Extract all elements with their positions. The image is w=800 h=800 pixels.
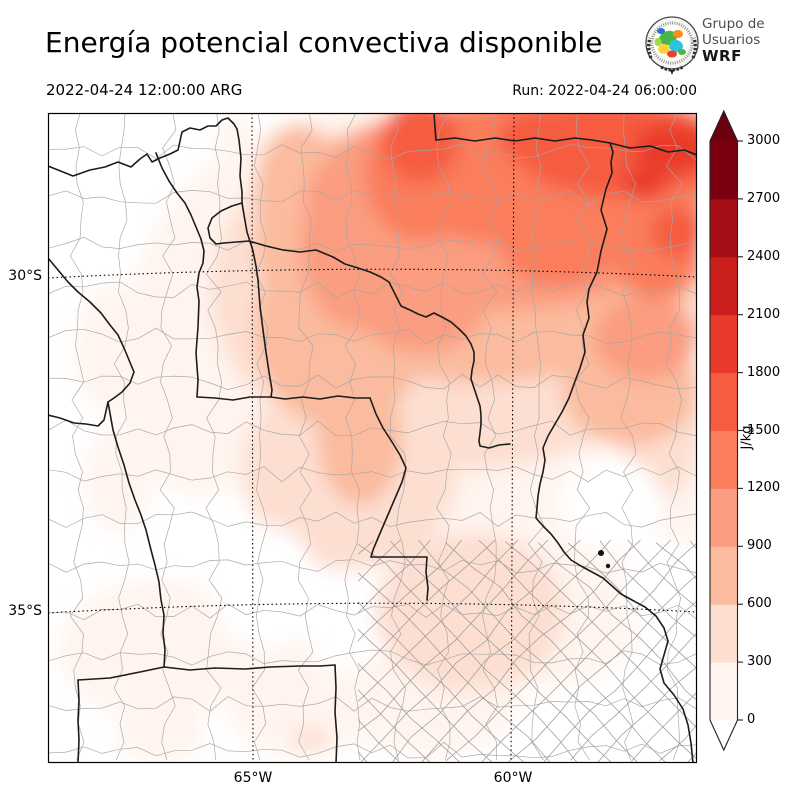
colorbar-arrow-top xyxy=(710,111,738,141)
laurel-bottom-icon xyxy=(660,65,684,72)
colorbar-tick-label: 2700 xyxy=(747,190,781,206)
colorbar-arrow-bottom xyxy=(710,720,738,750)
wrf-logo-seal-icon xyxy=(645,16,699,75)
colorbar-tick-label: 3000 xyxy=(747,133,781,148)
page-title: Energía potencial convectiva disponible xyxy=(45,26,603,59)
seal-point-icon xyxy=(670,70,674,75)
colorbar-segments xyxy=(710,141,738,721)
colorbar-tick-label: 600 xyxy=(747,596,772,612)
colorbar-unit-label: J/kg xyxy=(739,425,755,450)
lon-tick-label: 60°W xyxy=(493,770,533,786)
logo-brand: WRF xyxy=(702,47,742,65)
logo-line2: Usuarios xyxy=(702,32,761,48)
lon-tick-label: 65°W xyxy=(233,770,273,786)
colorbar-tick-label: 2100 xyxy=(747,306,781,322)
colorbar-tick-label: 1800 xyxy=(747,364,781,380)
colorbar-tick-label: 0 xyxy=(747,712,756,727)
run-time-label: Run: 2022-04-24 06:00:00 xyxy=(512,83,697,99)
department-borders xyxy=(48,113,697,761)
lat-lon-gridlines xyxy=(48,113,697,763)
colorbar-tick-label: 1200 xyxy=(747,480,781,496)
wrf-logo: Grupo de Usuarios WRF xyxy=(643,14,800,76)
valid-time-label: 2022-04-24 12:00:00 ARG xyxy=(46,81,243,99)
colorbar-tick-label: 2400 xyxy=(747,248,781,264)
logo-line1: Grupo de xyxy=(702,16,765,32)
logo-map-art xyxy=(654,28,686,58)
logo-text: Grupo de Usuarios WRF xyxy=(702,16,765,64)
map-frame xyxy=(47,112,698,764)
colorbar-tick-label: 1500 xyxy=(747,422,781,438)
lat-tick-label: 30°S xyxy=(8,268,42,284)
laurel-right-icon xyxy=(691,37,697,59)
lat-tick-label: 35°S xyxy=(8,603,42,619)
colorbar-ticks xyxy=(737,140,743,721)
laurel-left-icon xyxy=(647,37,653,59)
colorbar-tick-label: 300 xyxy=(747,654,772,670)
city-marker xyxy=(598,550,611,569)
colorbar-tick-label: 900 xyxy=(747,538,772,554)
province-borders xyxy=(48,113,697,763)
